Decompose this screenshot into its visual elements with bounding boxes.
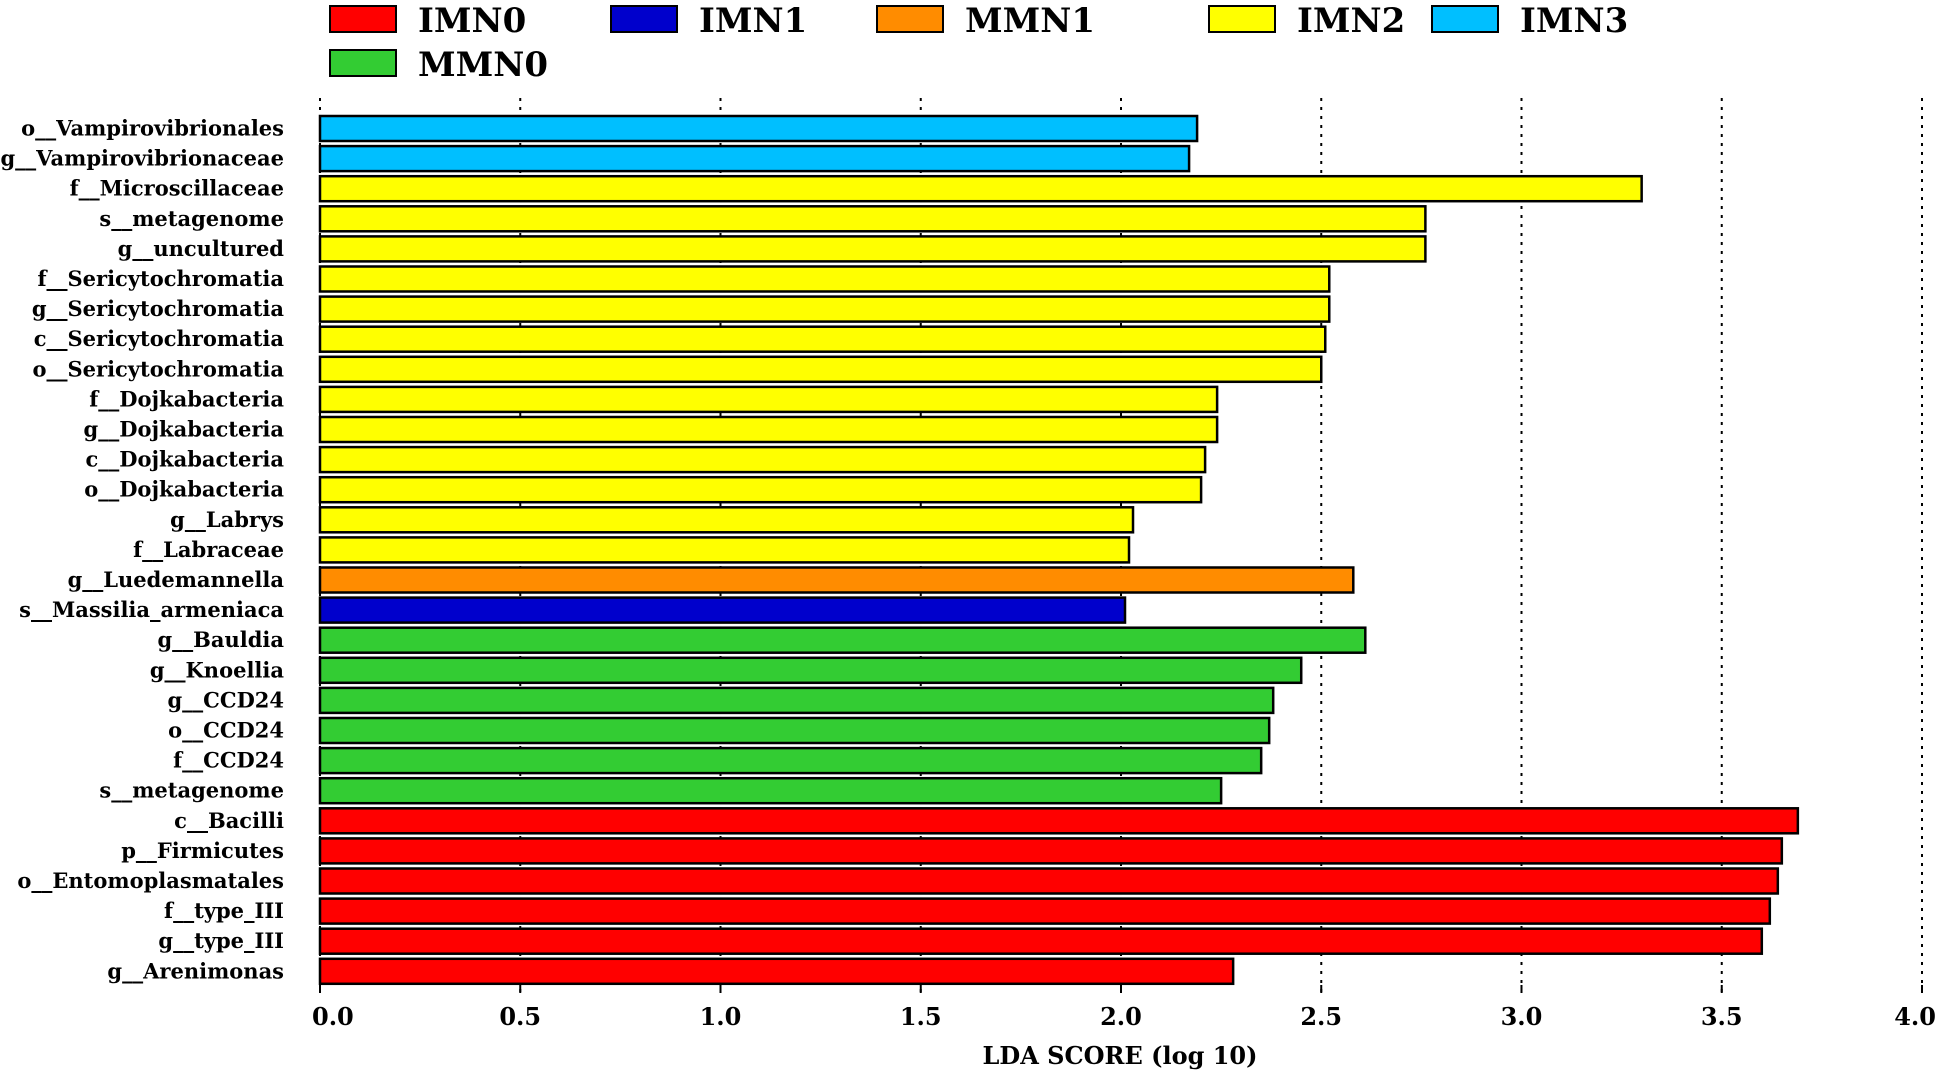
- x-tick-label: 1.5: [900, 1002, 942, 1031]
- x-axis-ticks: 0.0 0.5 1.0 1.5 2.0 2.5 3.0 3.5 4.0: [312, 985, 1936, 1031]
- x-tick-label: 0.0: [312, 1002, 354, 1031]
- category-label: c__Bacilli: [174, 808, 284, 833]
- bar-o-entomoplasmatales: [318, 867, 1780, 895]
- category-labels: o__Vampirovibrionales g__Vampirovibrionac…: [0, 116, 284, 984]
- bar-g-type-iii: [318, 927, 1764, 955]
- bar-g-labrys: [318, 506, 1135, 534]
- legend-label-imn3: IMN3: [1520, 1, 1628, 41]
- x-tick-label: 4.0: [1894, 1002, 1936, 1031]
- bar-g-uncultured: [318, 235, 1427, 263]
- category-label: p__Firmicutes: [121, 838, 284, 863]
- category-label: o__Vampirovibrionales: [21, 116, 284, 141]
- bar-g-sericytochromatia: [318, 295, 1331, 323]
- bar-c-sericytochromatia: [318, 325, 1327, 353]
- bar-g-vampirovibrionaceae: [318, 144, 1191, 173]
- legend-swatch-imn3: [1431, 5, 1499, 33]
- bar-f-type-iii: [318, 897, 1772, 925]
- bar-g-ccd24: [318, 686, 1275, 715]
- legend: IMN0 IMN1 MMN1 IMN2 IMN3 MMN0: [329, 1, 1628, 85]
- bars-group: [318, 114, 1800, 986]
- legend-swatch-imn1: [610, 5, 678, 33]
- x-tick-label: 2.0: [1100, 1002, 1142, 1031]
- x-axis-title: LDA SCORE (log 10): [983, 1041, 1258, 1070]
- bar-o-vampirovibrionales: [318, 114, 1199, 143]
- bar-s-metagenome: [318, 205, 1427, 233]
- bar-o-dojkabacteria: [318, 475, 1203, 504]
- bar-s-massilia-armeniaca: [318, 596, 1127, 624]
- legend-label-mmn1: MMN1: [965, 1, 1095, 41]
- x-tick-label: 3.0: [1501, 1002, 1543, 1031]
- category-label: g__Knoellia: [150, 657, 285, 682]
- category-label: s__metagenome: [99, 778, 284, 803]
- bar-c-dojkabacteria: [318, 445, 1207, 474]
- x-tick-label: 0.5: [499, 1002, 541, 1031]
- category-label: c__Dojkabacteria: [85, 447, 284, 472]
- category-label: o__Dojkabacteria: [84, 477, 284, 502]
- category-label: g__Labrys: [170, 507, 284, 532]
- bar-p-firmicutes: [318, 837, 1784, 865]
- bar-s-metagenome: [318, 776, 1223, 805]
- category-label: g__Luedemannella: [68, 567, 285, 592]
- category-label: f__CCD24: [173, 748, 284, 773]
- legend-swatch-mmn0: [329, 49, 397, 77]
- category-label: g__Sericytochromatia: [32, 296, 285, 321]
- bar-g-arenimonas: [318, 957, 1235, 986]
- legend-label-mmn0: MMN0: [418, 45, 548, 85]
- category-label: o__Entomoplasmatales: [17, 868, 284, 893]
- category-label: g__Arenimonas: [107, 958, 284, 983]
- category-label: g__uncultured: [118, 236, 285, 261]
- bar-c-bacilli: [318, 807, 1800, 835]
- category-label: o__Sericytochromatia: [32, 356, 284, 381]
- x-tick-label: 2.5: [1300, 1002, 1342, 1031]
- legend-swatch-imn0: [329, 5, 397, 33]
- bar-g-dojkabacteria: [318, 415, 1219, 444]
- category-label: f__Dojkabacteria: [89, 386, 284, 411]
- bar-f-sericytochromatia: [318, 265, 1331, 293]
- category-label: o__CCD24: [168, 718, 284, 743]
- legend-swatch-mmn1: [876, 5, 944, 33]
- bar-f-dojkabacteria: [318, 385, 1219, 414]
- category-label: g__CCD24: [167, 687, 284, 712]
- bar-o-sericytochromatia: [318, 355, 1323, 384]
- category-label: s__Massilia_armeniaca: [19, 597, 284, 622]
- bar-f-labraceae: [318, 536, 1131, 564]
- category-label: f__Sericytochromatia: [37, 266, 284, 291]
- x-tick-label: 3.5: [1701, 1002, 1743, 1031]
- category-label: s__metagenome: [99, 206, 284, 231]
- legend-swatch-imn2: [1208, 5, 1276, 33]
- category-label: g__type_III: [158, 928, 284, 953]
- bar-g-knoellia: [318, 656, 1303, 685]
- bar-f-microscillaceae: [318, 174, 1643, 203]
- x-tick-label: 1.0: [700, 1002, 742, 1031]
- legend-label-imn1: IMN1: [699, 1, 807, 41]
- legend-label-imn2: IMN2: [1297, 1, 1405, 41]
- category-label: f__Labraceae: [133, 537, 284, 562]
- legend-label-imn0: IMN0: [418, 1, 526, 41]
- bar-g-luedemannella: [318, 566, 1355, 594]
- category-label: g__Dojkabacteria: [84, 417, 285, 442]
- bar-g-bauldia: [318, 626, 1367, 654]
- category-label: g__Vampirovibrionaceae: [0, 146, 284, 171]
- category-label: g__Bauldia: [157, 627, 284, 652]
- category-label: f__Microscillaceae: [70, 176, 284, 201]
- bar-f-ccd24: [318, 746, 1263, 775]
- category-label: f__type_III: [164, 898, 284, 923]
- category-label: c__Sericytochromatia: [34, 326, 285, 351]
- bar-o-ccd24: [318, 716, 1271, 745]
